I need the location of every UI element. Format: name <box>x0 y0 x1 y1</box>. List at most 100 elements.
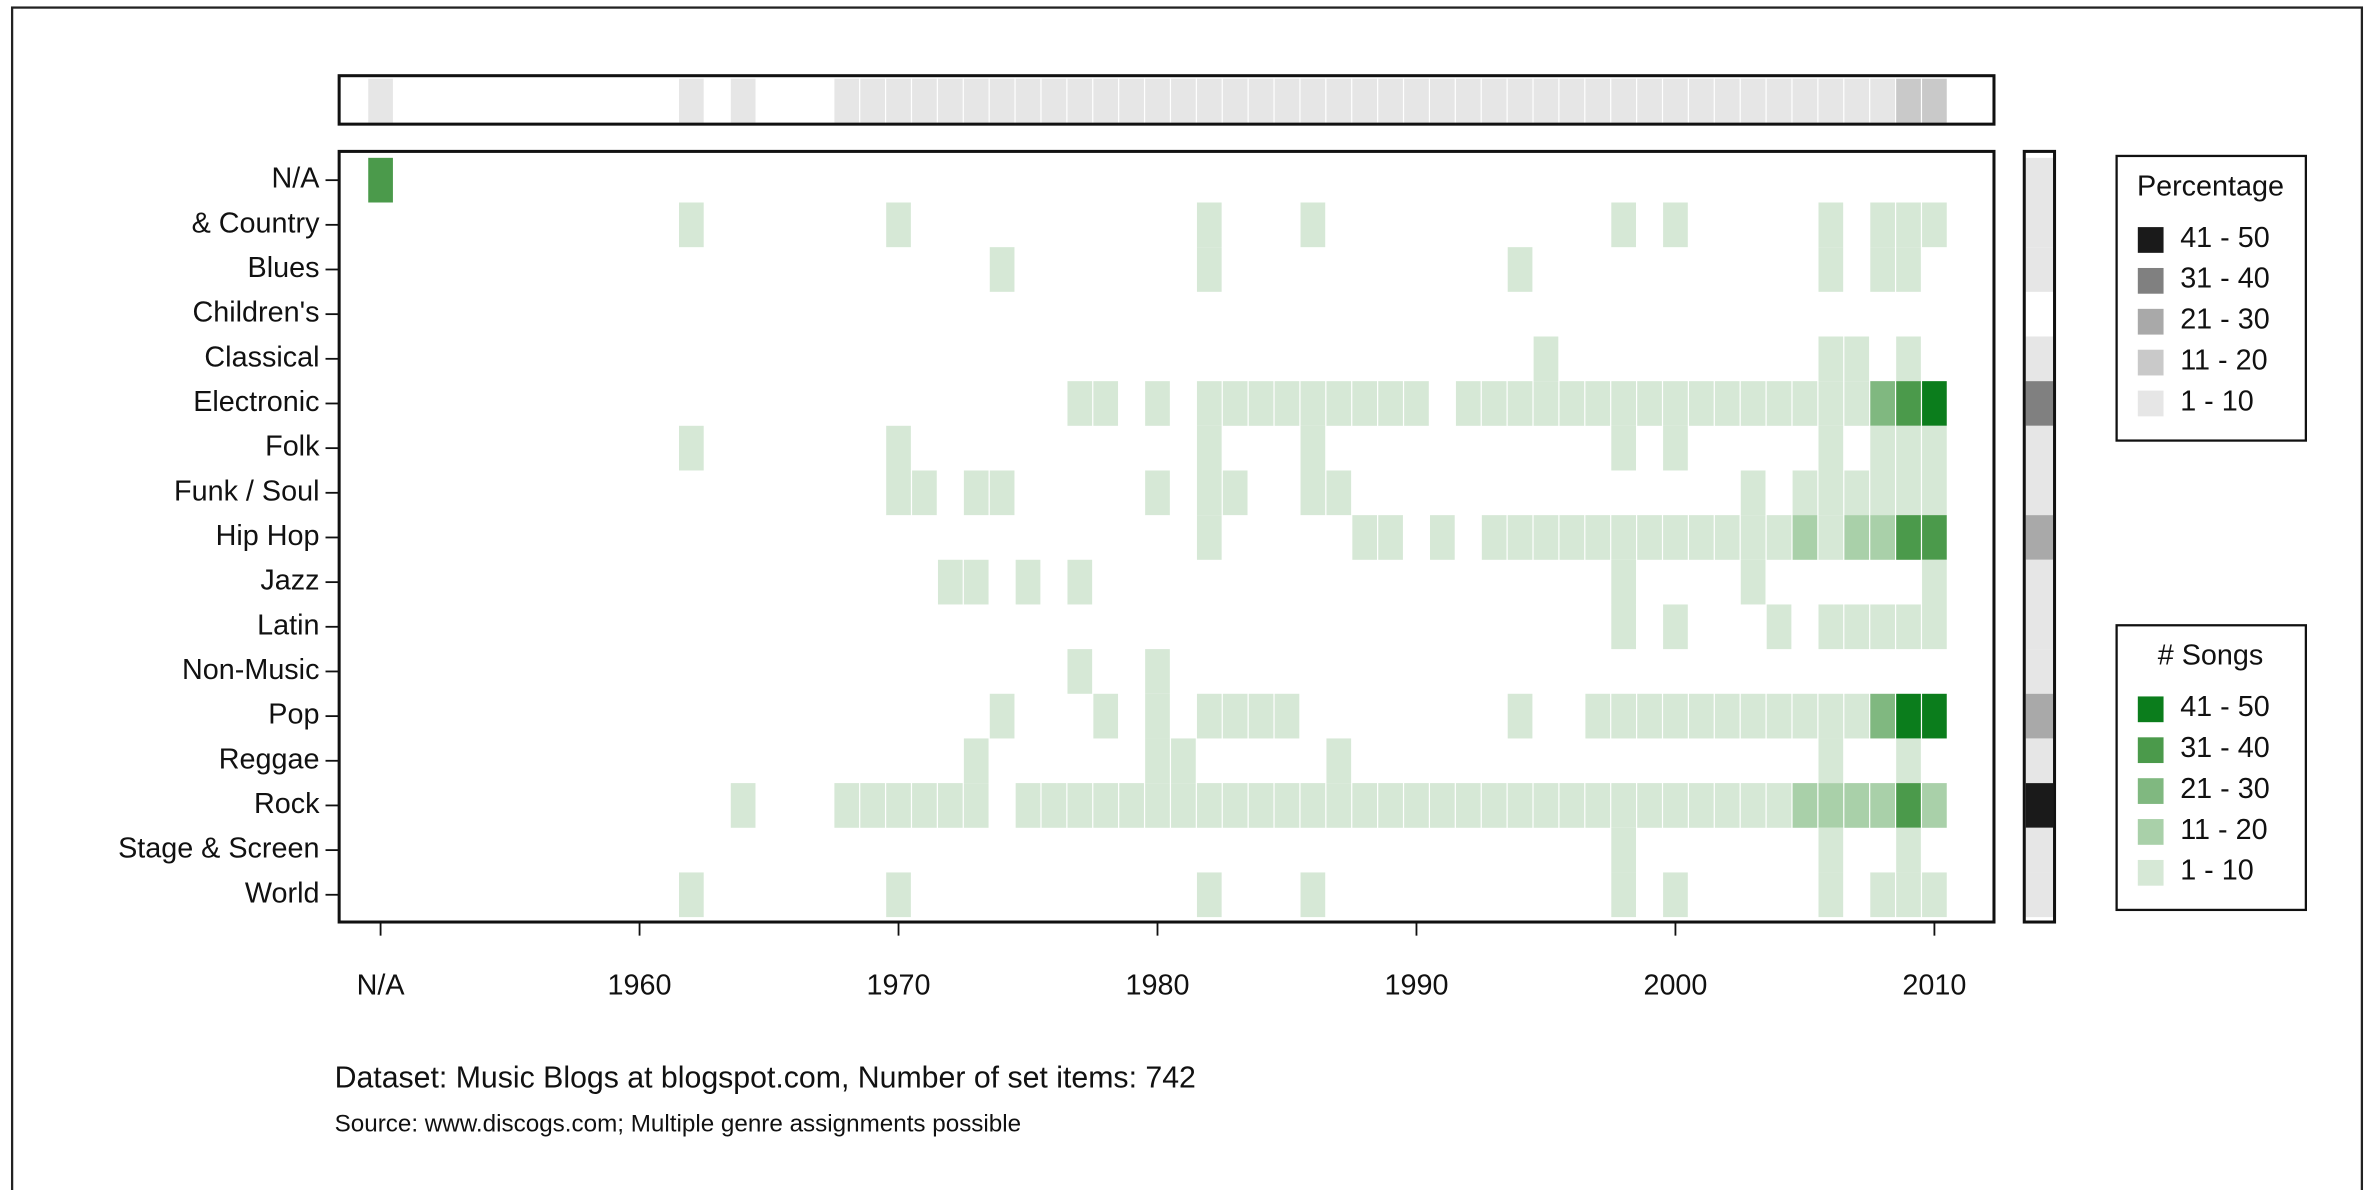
heat-cell <box>1818 604 1844 650</box>
legend-label: 1 - 10 <box>2180 385 2254 417</box>
heat-cell <box>1559 381 1585 426</box>
heat-cell <box>1430 783 1455 828</box>
heat-cell <box>679 425 704 471</box>
heat-cell <box>1818 336 1844 382</box>
heat-cell <box>1663 783 1688 828</box>
heat-cell <box>1896 381 1921 426</box>
heat-cell <box>1196 783 1222 828</box>
legend-swatch <box>2137 308 2164 335</box>
heat-cell <box>1792 515 1818 560</box>
y-tick-label: Rock <box>254 788 320 820</box>
margin-cell <box>1507 78 1533 123</box>
heat-cell <box>1533 783 1559 828</box>
heat-cell <box>1171 783 1196 828</box>
heat-cell <box>1067 559 1093 605</box>
margin-cell <box>1585 78 1611 123</box>
heat-cell <box>1222 381 1248 426</box>
margin-cell <box>2025 649 2054 694</box>
heat-cell <box>1378 783 1403 828</box>
heat-cell <box>1093 381 1119 426</box>
margin-cell <box>1222 78 1248 123</box>
heat-cell <box>730 783 756 828</box>
heat-cell <box>1870 381 1895 426</box>
heat-cell <box>1067 381 1093 426</box>
heat-cell <box>1688 381 1714 426</box>
heat-cell <box>1196 202 1222 248</box>
heat-cell <box>1274 381 1300 426</box>
heat-cell <box>1766 515 1792 560</box>
heat-cell <box>1870 247 1895 292</box>
heat-cell <box>1352 515 1378 560</box>
heat-cell <box>1352 381 1378 426</box>
heat-cell <box>1922 693 1947 739</box>
heat-cell <box>1196 470 1222 516</box>
heat-cell <box>1844 381 1870 426</box>
heat-cell <box>1896 693 1921 739</box>
margin-cell <box>1766 78 1792 123</box>
heat-cell <box>1896 336 1921 382</box>
heat-cell <box>1637 515 1662 560</box>
heat-cell <box>1896 470 1921 516</box>
footnote: Source: www.discogs.com; Multiple genre … <box>335 1110 1022 1137</box>
heat-cell <box>1896 425 1921 471</box>
heat-cell <box>989 693 1015 739</box>
legend-label: 1 - 10 <box>2180 855 2254 887</box>
margin-cell <box>963 78 989 123</box>
margin-cell <box>1015 78 1041 123</box>
heat-cell <box>1663 604 1688 650</box>
y-tick-label: Blues <box>248 252 320 284</box>
heat-cell <box>1637 783 1662 828</box>
heat-cell <box>1533 336 1559 382</box>
top-margin-frame <box>337 74 1996 126</box>
heat-cell <box>860 783 885 828</box>
heat-cell <box>1300 202 1326 248</box>
y-tick-label: Stage & Screen <box>118 833 319 865</box>
heat-cell <box>1222 783 1248 828</box>
margin-cell <box>1714 78 1740 123</box>
heat-cell <box>1922 559 1947 605</box>
y-tick-label: World <box>245 877 320 909</box>
heat-cell <box>1663 693 1688 739</box>
heat-cell <box>1740 470 1766 516</box>
heat-cell <box>1714 381 1740 426</box>
heat-cell <box>1688 515 1714 560</box>
heat-cell <box>1844 336 1870 382</box>
heat-cell <box>1300 425 1326 471</box>
heat-cell <box>1792 693 1818 739</box>
margin-cell <box>1067 78 1093 123</box>
heat-cell <box>1896 202 1921 248</box>
margin-cell <box>1041 78 1067 123</box>
legend-swatch <box>2137 737 2164 764</box>
heat-cell <box>1792 783 1818 828</box>
heat-cell <box>1922 604 1947 650</box>
heat-cell <box>1714 515 1740 560</box>
heat-cell <box>886 202 911 248</box>
heat-cell <box>1663 425 1688 471</box>
margin-cell <box>860 78 885 123</box>
heat-cell <box>1067 649 1093 694</box>
heat-cell <box>1818 738 1844 784</box>
heat-cell <box>1533 515 1559 560</box>
heat-cell <box>1766 604 1792 650</box>
margin-cell <box>1922 78 1947 123</box>
heat-cell <box>1740 783 1766 828</box>
heat-cell <box>1430 515 1455 560</box>
heat-cell <box>1196 247 1222 292</box>
heat-cell <box>1611 381 1636 426</box>
heat-cell <box>1585 381 1611 426</box>
legend-label: 31 - 40 <box>2180 263 2270 295</box>
heat-cell <box>1300 783 1326 828</box>
margin-cell <box>1119 78 1144 123</box>
heat-cell <box>963 783 989 828</box>
margin-cell <box>1792 78 1818 123</box>
heat-cell <box>1196 872 1222 918</box>
heat-cell <box>1896 738 1921 784</box>
heat-cell <box>1196 425 1222 471</box>
legend-label: 31 - 40 <box>2180 732 2270 764</box>
heat-cell <box>1896 604 1921 650</box>
heat-cell <box>1093 783 1119 828</box>
heat-cell <box>1559 783 1585 828</box>
margin-cell <box>1145 78 1170 123</box>
heat-cell <box>1740 515 1766 560</box>
